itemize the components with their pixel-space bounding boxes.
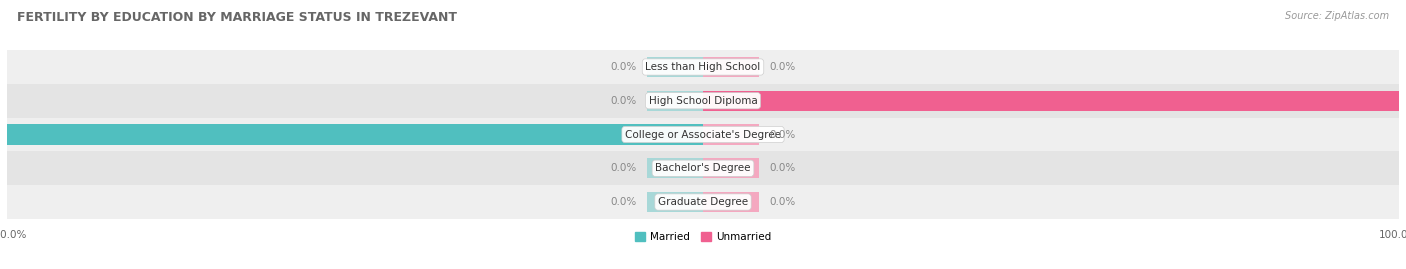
Text: 0.0%: 0.0% [769,62,796,72]
Text: Bachelor's Degree: Bachelor's Degree [655,163,751,173]
Bar [703,158,759,178]
Bar [703,124,759,145]
Legend: Married, Unmarried: Married, Unmarried [630,228,776,246]
Text: 0.0%: 0.0% [610,197,637,207]
Bar [647,57,703,77]
Bar [7,124,703,145]
Bar [703,57,759,77]
Text: High School Diploma: High School Diploma [648,96,758,106]
Bar [7,185,1399,219]
Text: 0.0%: 0.0% [610,163,637,173]
Bar [7,151,1399,185]
Text: Less than High School: Less than High School [645,62,761,72]
Bar [7,84,1399,118]
Bar [7,50,1399,84]
Bar [647,192,703,212]
Text: 0.0%: 0.0% [610,96,637,106]
Text: Source: ZipAtlas.com: Source: ZipAtlas.com [1285,11,1389,21]
Text: 0.0%: 0.0% [769,163,796,173]
Bar [703,91,1399,111]
Bar [647,91,703,111]
Bar [647,158,703,178]
Text: 0.0%: 0.0% [769,129,796,140]
Text: Graduate Degree: Graduate Degree [658,197,748,207]
Text: FERTILITY BY EDUCATION BY MARRIAGE STATUS IN TREZEVANT: FERTILITY BY EDUCATION BY MARRIAGE STATU… [17,11,457,24]
Text: 0.0%: 0.0% [610,62,637,72]
Text: 0.0%: 0.0% [769,197,796,207]
Text: College or Associate's Degree: College or Associate's Degree [626,129,780,140]
Bar [703,192,759,212]
Bar [7,118,1399,151]
